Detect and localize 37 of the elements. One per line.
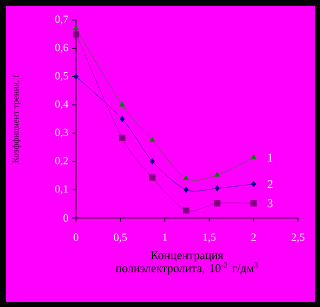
point — [150, 158, 155, 165]
point — [73, 25, 79, 30]
x-axis-title: Концентрация полиэлектролита, 10$^{-2}$ г/дм$^{3}$ — [116, 251, 258, 275]
point — [251, 180, 256, 188]
point — [184, 186, 189, 193]
point — [149, 174, 156, 181]
point — [72, 30, 80, 38]
x-tick-label: 1,5 — [203, 234, 216, 242]
y-tick-label: 0,3 — [55, 128, 68, 138]
x-tick-label: 2 — [251, 234, 256, 241]
y-tick-label: 0,5 — [55, 72, 68, 82]
y-axis-title: Коэффициент трения, f — [12, 74, 20, 163]
point — [119, 102, 125, 107]
series-label: 3 — [268, 199, 273, 208]
y-tick-label: 0,1 — [55, 185, 68, 194]
point — [150, 137, 156, 142]
point — [214, 185, 220, 192]
y-tick-label: 0,7 — [55, 16, 68, 24]
point — [250, 200, 257, 206]
x-tick-label: 2,5 — [292, 234, 304, 242]
y-tick-label: 0,6 — [55, 44, 68, 53]
x-tick-label: 1 — [163, 234, 167, 241]
point — [182, 207, 190, 214]
point — [214, 200, 220, 206]
x-tick-label: 0,5 — [114, 234, 127, 242]
point — [118, 134, 126, 142]
point — [250, 154, 256, 160]
point — [214, 172, 220, 177]
x-tick-label: 0 — [74, 234, 78, 241]
y-tick-label: 0,4 — [55, 100, 68, 110]
point — [183, 175, 189, 180]
series-label: 2 — [268, 180, 272, 188]
y-tick-label: 0 — [63, 214, 68, 222]
y-tick-label: 0,2 — [55, 156, 68, 166]
series-label: 1 — [268, 154, 272, 162]
point — [74, 73, 78, 80]
point — [120, 116, 125, 122]
